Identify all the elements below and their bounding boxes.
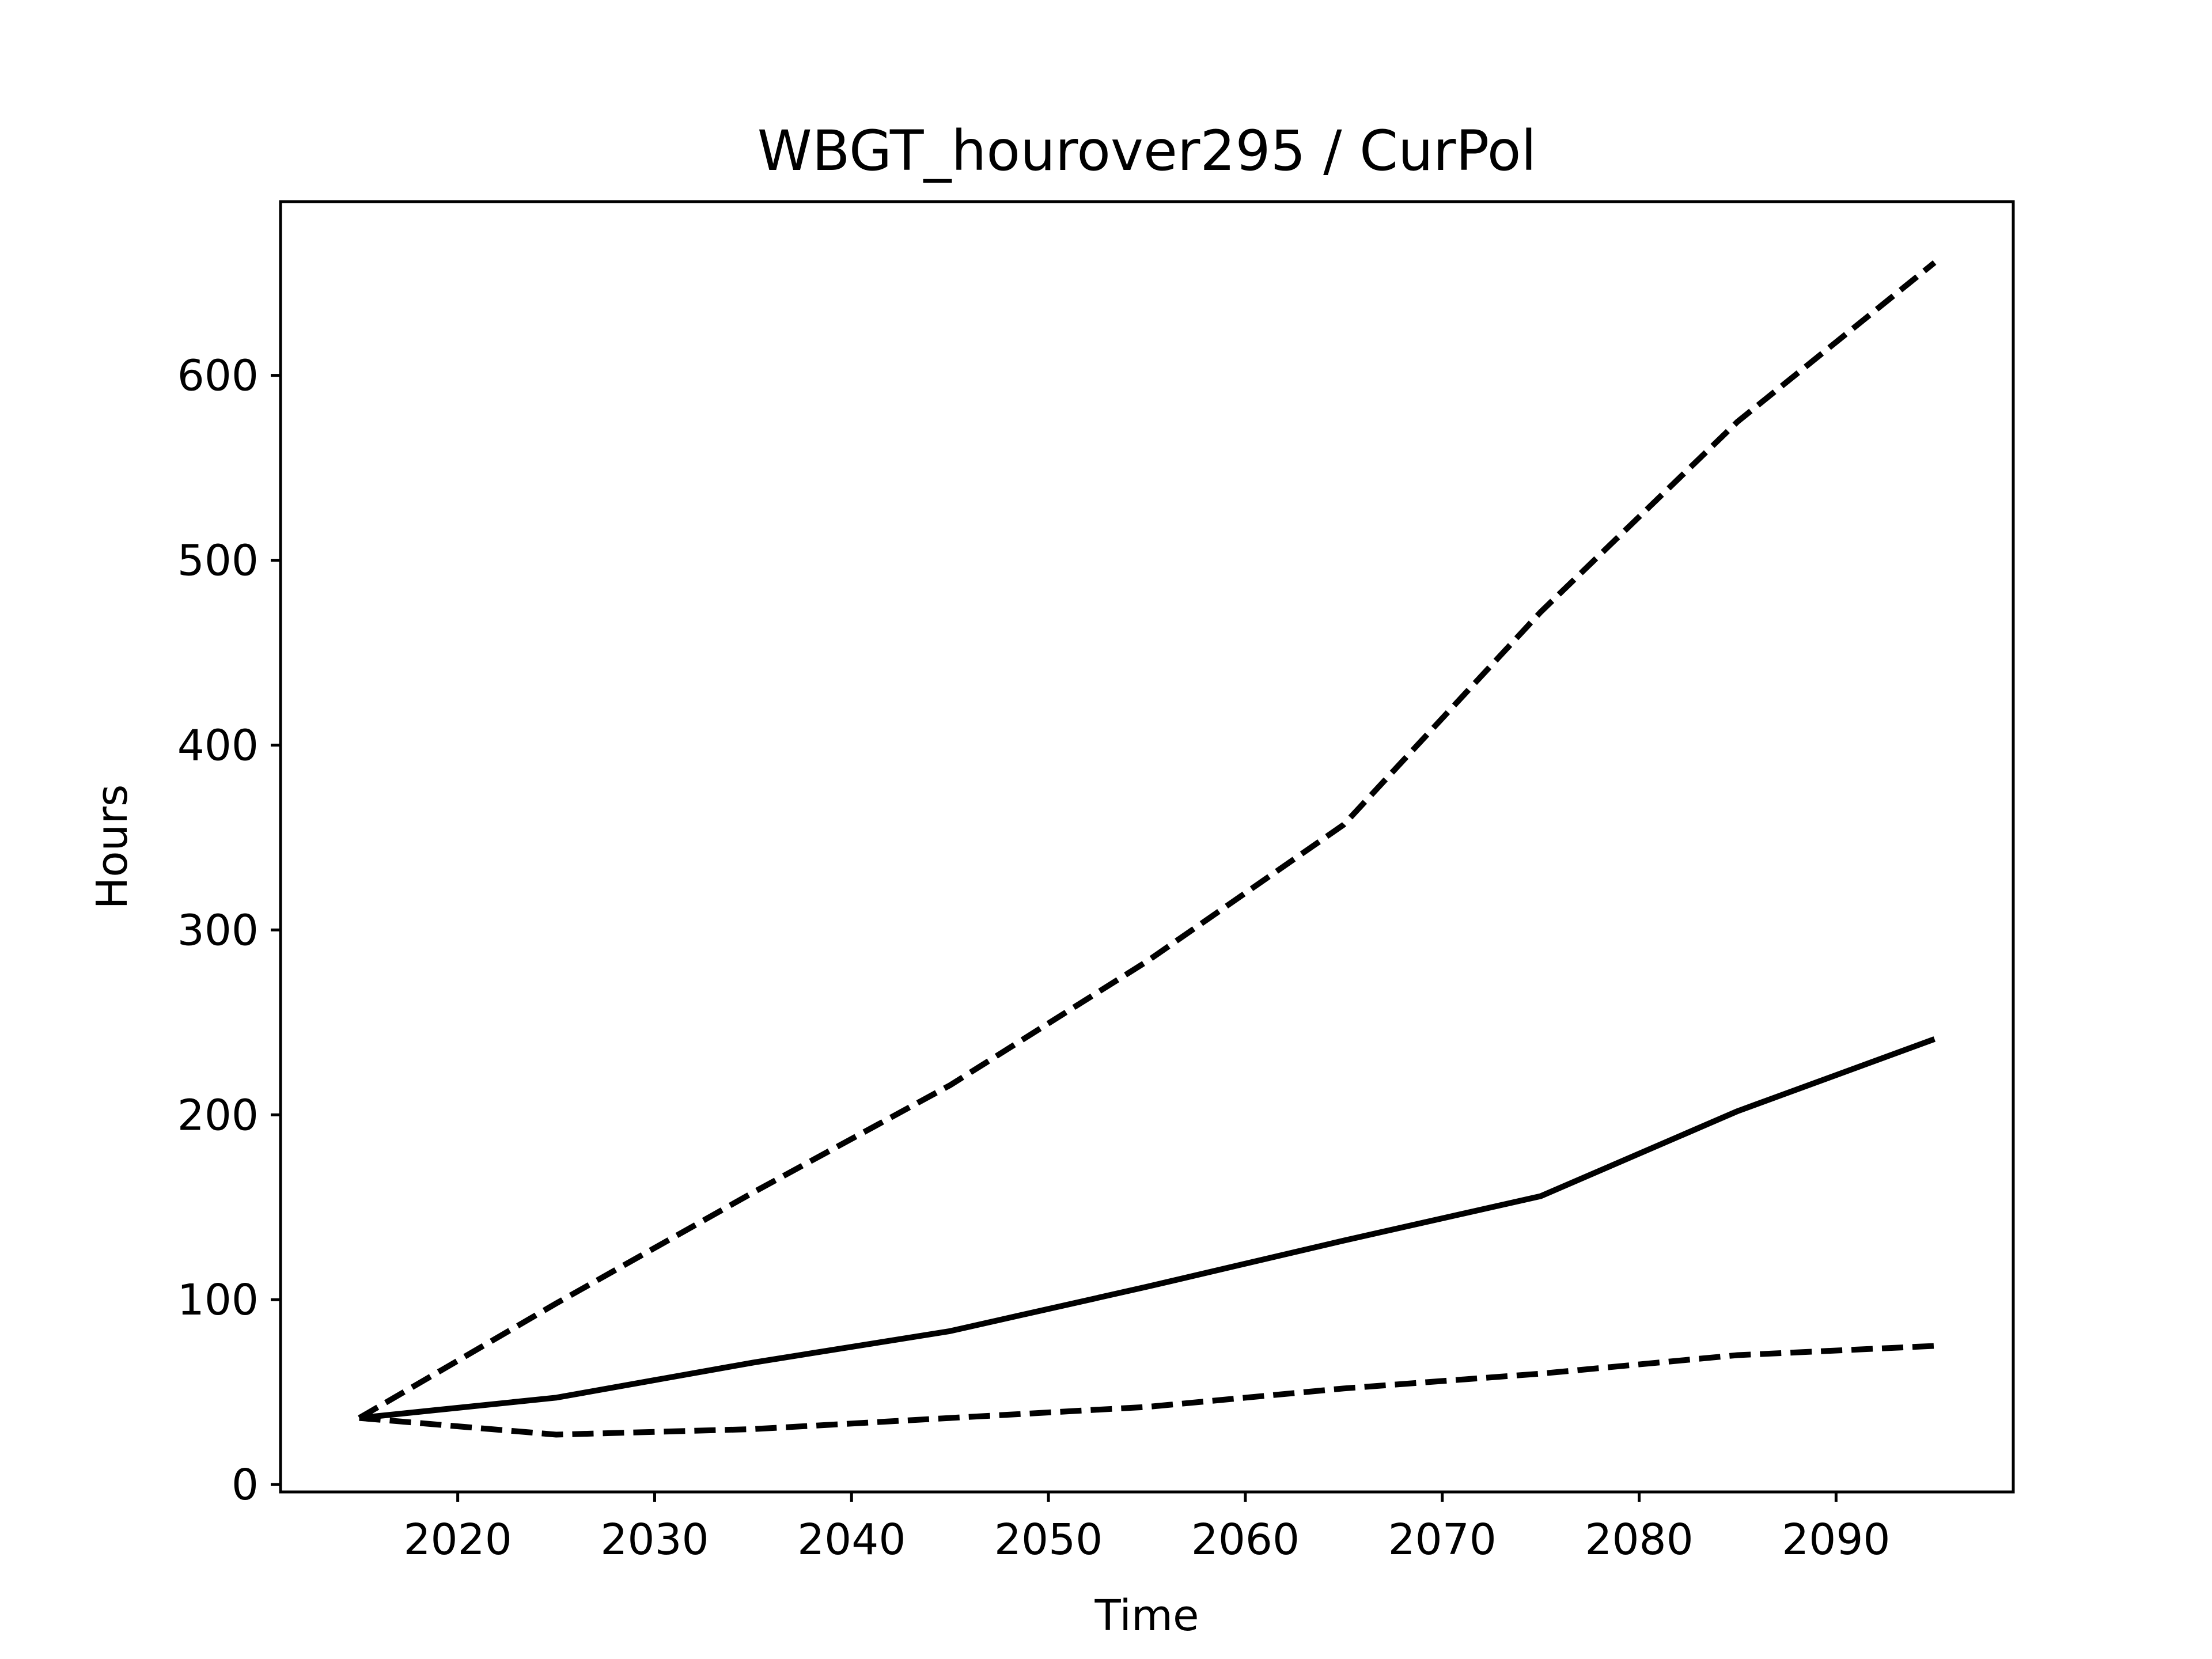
x-tick-label: 2080	[1585, 1515, 1693, 1565]
y-tick-label: 400	[177, 721, 259, 770]
y-tick-label: 600	[177, 351, 259, 401]
y-tick-label: 300	[177, 906, 259, 955]
x-axis-ticks: 2020 2030 2040 2050 2060 2070 2080 2090	[403, 1492, 1891, 1565]
x-tick-label: 2040	[797, 1515, 906, 1565]
y-tick-label: 500	[177, 536, 259, 586]
y-axis-ticks: 0 100 200 300 400 500 600	[177, 351, 281, 1510]
y-tick-label: 0	[232, 1460, 259, 1510]
x-tick-label: 2020	[403, 1515, 512, 1565]
y-tick-label: 200	[177, 1090, 259, 1140]
x-tick-label: 2060	[1191, 1515, 1300, 1565]
plot-frame	[279, 200, 2015, 1494]
chart-title: WBGT_hourover295 / CurPol	[757, 119, 1536, 183]
y-tick-label: 100	[177, 1275, 259, 1325]
plot-area: 2020 2030 2040 2050 2060 2070 2080 2090 0 100 200…	[177, 200, 2015, 1565]
y-axis-label: Hours	[88, 785, 137, 910]
x-tick-label: 2090	[1782, 1515, 1890, 1565]
x-axis-label: Time	[1094, 1591, 1199, 1641]
series-line-2	[358, 260, 1937, 1421]
series-layer	[358, 260, 1937, 1438]
x-tick-label: 2030	[600, 1515, 709, 1565]
x-tick-label: 2070	[1388, 1515, 1497, 1565]
series-line-3	[359, 1343, 1935, 1438]
series-line-1	[359, 1036, 1936, 1421]
x-tick-label: 2050	[994, 1515, 1103, 1565]
